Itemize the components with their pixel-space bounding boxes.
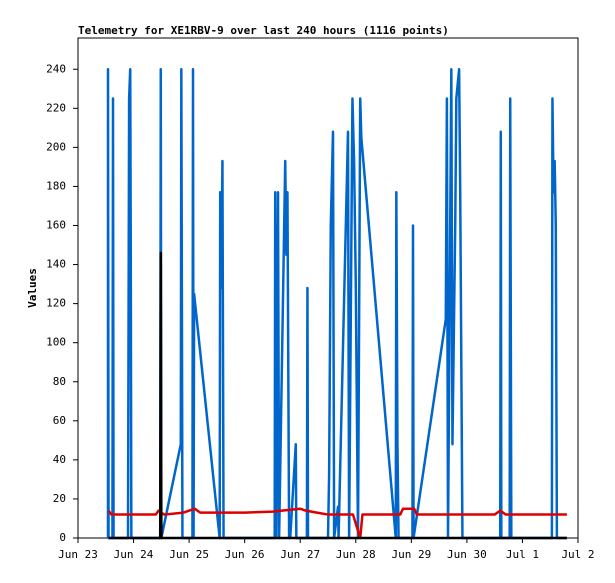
data-line — [108, 251, 567, 540]
y-tick-label: 40 — [53, 453, 66, 466]
y-tick-label: 140 — [46, 258, 66, 271]
y-tick-label: 240 — [46, 62, 66, 75]
y-tick-label: 220 — [46, 101, 66, 114]
y-tick-label: 20 — [53, 492, 66, 505]
x-tick-label: Jun 27 — [280, 548, 320, 561]
y-tick-label: 60 — [53, 414, 66, 427]
y-tick-label: 120 — [46, 297, 66, 310]
y-tick-label: 200 — [46, 140, 66, 153]
x-tick-label: Jun 28 — [336, 548, 376, 561]
x-tick-label: Jun 30 — [447, 548, 487, 561]
y-tick-label: 160 — [46, 219, 66, 232]
x-tick-label: Jun 23 — [58, 548, 98, 561]
chart-title: Telemetry for XE1RBV-9 over last 240 hou… — [78, 24, 449, 37]
x-tick-label: Jun 25 — [169, 548, 209, 561]
y-tick-label: 180 — [46, 179, 66, 192]
x-tick-label: Jul 1 — [506, 548, 539, 561]
y-tick-label: 100 — [46, 336, 66, 349]
data-line — [106, 68, 567, 540]
data-line — [107, 507, 567, 540]
x-tick-label: Jun 24 — [114, 548, 154, 561]
y-tick-label: 80 — [53, 375, 66, 388]
y-tick-label: 0 — [59, 531, 66, 544]
x-tick-label: Jul 2 — [561, 548, 594, 561]
x-tick-label: Jun 29 — [391, 548, 431, 561]
y-axis-label: Values — [26, 268, 39, 308]
x-tick-label: Jun 26 — [225, 548, 265, 561]
